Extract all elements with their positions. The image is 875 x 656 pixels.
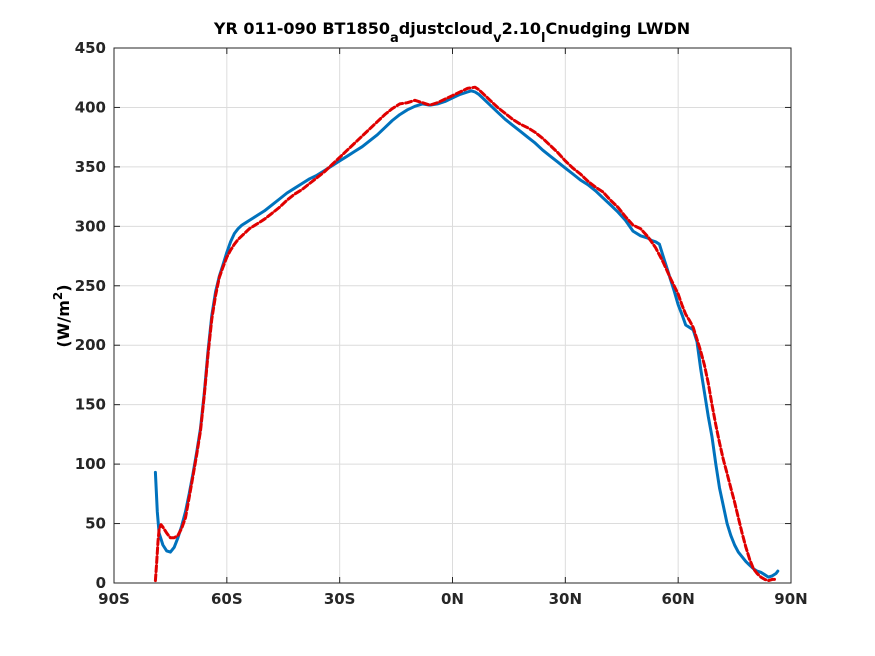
y-tick-label: 200 (75, 336, 106, 354)
x-tick-label: 30N (549, 590, 582, 608)
x-tick-label: 30S (324, 590, 356, 608)
chart-title: YR 011-090 BT1850adjustcloudv2.10lCnudgi… (213, 19, 690, 46)
series-layer (153, 85, 780, 583)
tick-labels: 90S 60S 30S 0N 30N 60N 90N 0 50 100 150 200 250 300 35… (75, 39, 808, 608)
y-tick-label: 100 (75, 455, 106, 473)
y-tick-label: 450 (75, 39, 106, 57)
y-tick-label: 0 (96, 574, 106, 592)
y-axis-label: (W/m2) (51, 284, 73, 347)
series-line-2 (153, 85, 778, 583)
x-tick-label: 90N (774, 590, 807, 608)
y-tick-label: 50 (85, 515, 106, 533)
y-tick-label: 150 (75, 396, 106, 414)
y-tick-label: 350 (75, 158, 106, 176)
x-tick-label: 60N (661, 590, 694, 608)
x-tick-label: 90S (98, 590, 130, 608)
grid (114, 48, 791, 583)
y-tick-label: 250 (75, 277, 106, 295)
x-tick-label: 60S (211, 590, 243, 608)
axes (113, 47, 792, 584)
x-tick-label: 0N (441, 590, 464, 608)
y-tick-label: 300 (75, 217, 106, 235)
y-tick-label: 400 (75, 98, 106, 116)
